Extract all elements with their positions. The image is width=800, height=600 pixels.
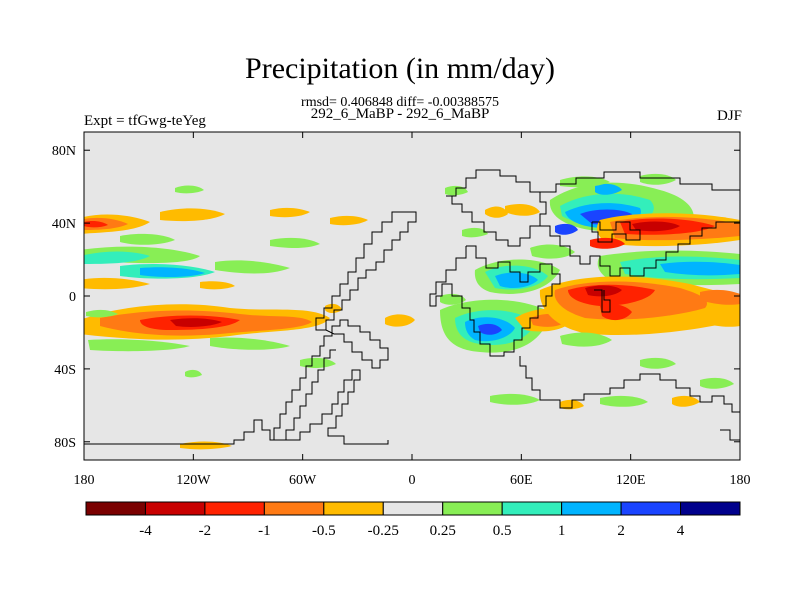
colorbar-label: 2 [617,523,625,539]
anomaly-region [330,215,368,226]
x-tick-label: 0 [409,473,416,488]
anomaly-region [530,244,575,259]
anomaly-region [672,395,700,407]
coastline-north-america [315,211,417,331]
anomaly-region [505,204,540,216]
experiment-label: Expt = tfGwg-teYeg [84,113,206,129]
anomaly-region [325,303,342,313]
anomaly-region [650,317,688,329]
anomaly-region [140,267,205,278]
anomaly-region [86,309,118,318]
colorbar-label: -4 [139,523,152,539]
colorbar-label: 4 [677,523,685,539]
colorbar-swatch [204,501,265,516]
colorbar-label: -0.25 [368,523,399,539]
anomaly-region [478,323,502,335]
anomaly-region [120,233,175,245]
x-tick-label: 180 [74,473,95,488]
anomaly-region [88,339,190,352]
x-tick-label: 120E [616,473,646,488]
anomaly-region [84,251,150,264]
coastline-maritime [594,289,611,313]
coastline-greenland [446,169,547,247]
anomaly-region [640,357,676,369]
coastline-eurasia [540,221,740,277]
season-label: DJF [716,108,742,124]
anomaly-region [175,185,204,194]
anomaly-region [215,260,290,274]
coastline-antarctic [720,429,740,441]
coastline-east-asia [591,221,641,243]
colorbar-swatch [620,501,682,516]
colorbar-swatch [501,501,563,516]
x-tick-label: 60W [289,473,317,488]
anomaly-region [185,369,202,378]
colorbar-label: 0.5 [493,523,512,539]
anomaly-region [84,221,108,228]
anomaly-region [490,393,540,405]
x-tick-label: 60E [510,473,533,488]
anomaly-region [700,311,740,327]
anomaly-region [495,272,538,288]
colorbar-swatch [263,501,325,516]
coastline-south-america [273,319,389,441]
y-tick-label: 40N [52,217,76,232]
y-tick-label: 0 [69,290,76,305]
anomaly-region [640,173,676,185]
coastlines [84,169,740,445]
y-tick-label: 40S [54,363,76,378]
colorbar-swatch [561,501,622,516]
anomaly-region [170,318,222,327]
chart-title: Precipitation (in mm/day) [245,52,555,85]
anomaly-region [560,332,612,347]
x-tick-label: 180 [730,473,751,488]
colorbar-swatch [382,501,444,516]
anomaly-region [700,289,740,305]
colorbar-label: 0.25 [430,523,456,539]
colorbar-label: -1 [258,523,271,539]
run-label: 292_6_MaBP - 292_6_MaBP [310,106,490,122]
anomaly-region [180,441,232,450]
anomaly-region [160,208,225,222]
anomaly-region [590,237,625,249]
anomaly-region [700,377,734,389]
anomaly-region [200,281,235,290]
y-tick-label: 80S [54,436,76,451]
anomaly-region [595,183,622,195]
axis-ticks: 180 120W 60W 0 60E 120E 180 80N 40N 0 40S 80S [52,132,751,488]
anomaly-region [660,261,740,276]
colorbar-label: -2 [199,523,212,539]
anomaly-region [555,223,578,235]
anomaly-region [600,395,648,407]
coastline-south-america-east [84,419,280,445]
coastline-asia-north [540,171,740,193]
x-tick-label: 120W [176,473,211,488]
colorbar-swatch [323,501,384,516]
anomaly-region [84,277,150,290]
anomaly-region [270,237,320,248]
anomaly-region [300,357,336,368]
anomaly-region [210,337,290,350]
colorbar-swatch [144,501,206,516]
anomaly-region [385,314,415,327]
anomaly-region [270,207,310,218]
y-tick-label: 80N [52,144,76,159]
anomaly-region [632,221,680,232]
coastline-australia [519,356,740,413]
anomaly-region [462,227,488,238]
colorbar-label: 1 [558,523,566,539]
colorbar: -4 -2 -1 -0.5 -0.25 0.25 0.5 1 2 4 [85,501,741,539]
anomaly-region [485,206,508,218]
anomaly-region [440,293,466,305]
colorbar-swatch [85,501,146,516]
colorbar-swatch [442,501,503,516]
coastline-africa [429,245,561,357]
colorbar-swatch [680,501,741,516]
coastline-patagonia [286,369,389,445]
anomaly-region [600,304,632,321]
colorbar-label: -0.5 [312,523,336,539]
stats-label: rmsd= 0.406848 diff= -0.00388575 [301,95,499,110]
